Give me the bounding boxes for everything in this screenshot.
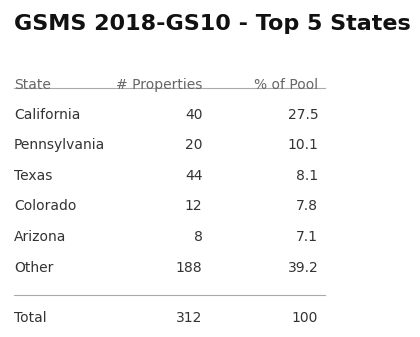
Text: Arizona: Arizona bbox=[14, 230, 66, 244]
Text: Total: Total bbox=[14, 311, 47, 326]
Text: 39.2: 39.2 bbox=[288, 261, 318, 275]
Text: State: State bbox=[14, 78, 51, 92]
Text: 40: 40 bbox=[185, 108, 202, 122]
Text: 188: 188 bbox=[176, 261, 202, 275]
Text: 8: 8 bbox=[194, 230, 202, 244]
Text: % of Pool: % of Pool bbox=[254, 78, 318, 92]
Text: 20: 20 bbox=[185, 138, 202, 152]
Text: Pennsylvania: Pennsylvania bbox=[14, 138, 105, 152]
Text: Other: Other bbox=[14, 261, 53, 275]
Text: # Properties: # Properties bbox=[116, 78, 202, 92]
Text: 312: 312 bbox=[176, 311, 202, 326]
Text: Colorado: Colorado bbox=[14, 200, 76, 213]
Text: 44: 44 bbox=[185, 169, 202, 183]
Text: 27.5: 27.5 bbox=[288, 108, 318, 122]
Text: 7.8: 7.8 bbox=[296, 200, 318, 213]
Text: 10.1: 10.1 bbox=[287, 138, 318, 152]
Text: 7.1: 7.1 bbox=[296, 230, 318, 244]
Text: 8.1: 8.1 bbox=[296, 169, 318, 183]
Text: GSMS 2018-GS10 - Top 5 States: GSMS 2018-GS10 - Top 5 States bbox=[14, 14, 411, 34]
Text: 12: 12 bbox=[185, 200, 202, 213]
Text: Texas: Texas bbox=[14, 169, 52, 183]
Text: 100: 100 bbox=[292, 311, 318, 326]
Text: California: California bbox=[14, 108, 81, 122]
